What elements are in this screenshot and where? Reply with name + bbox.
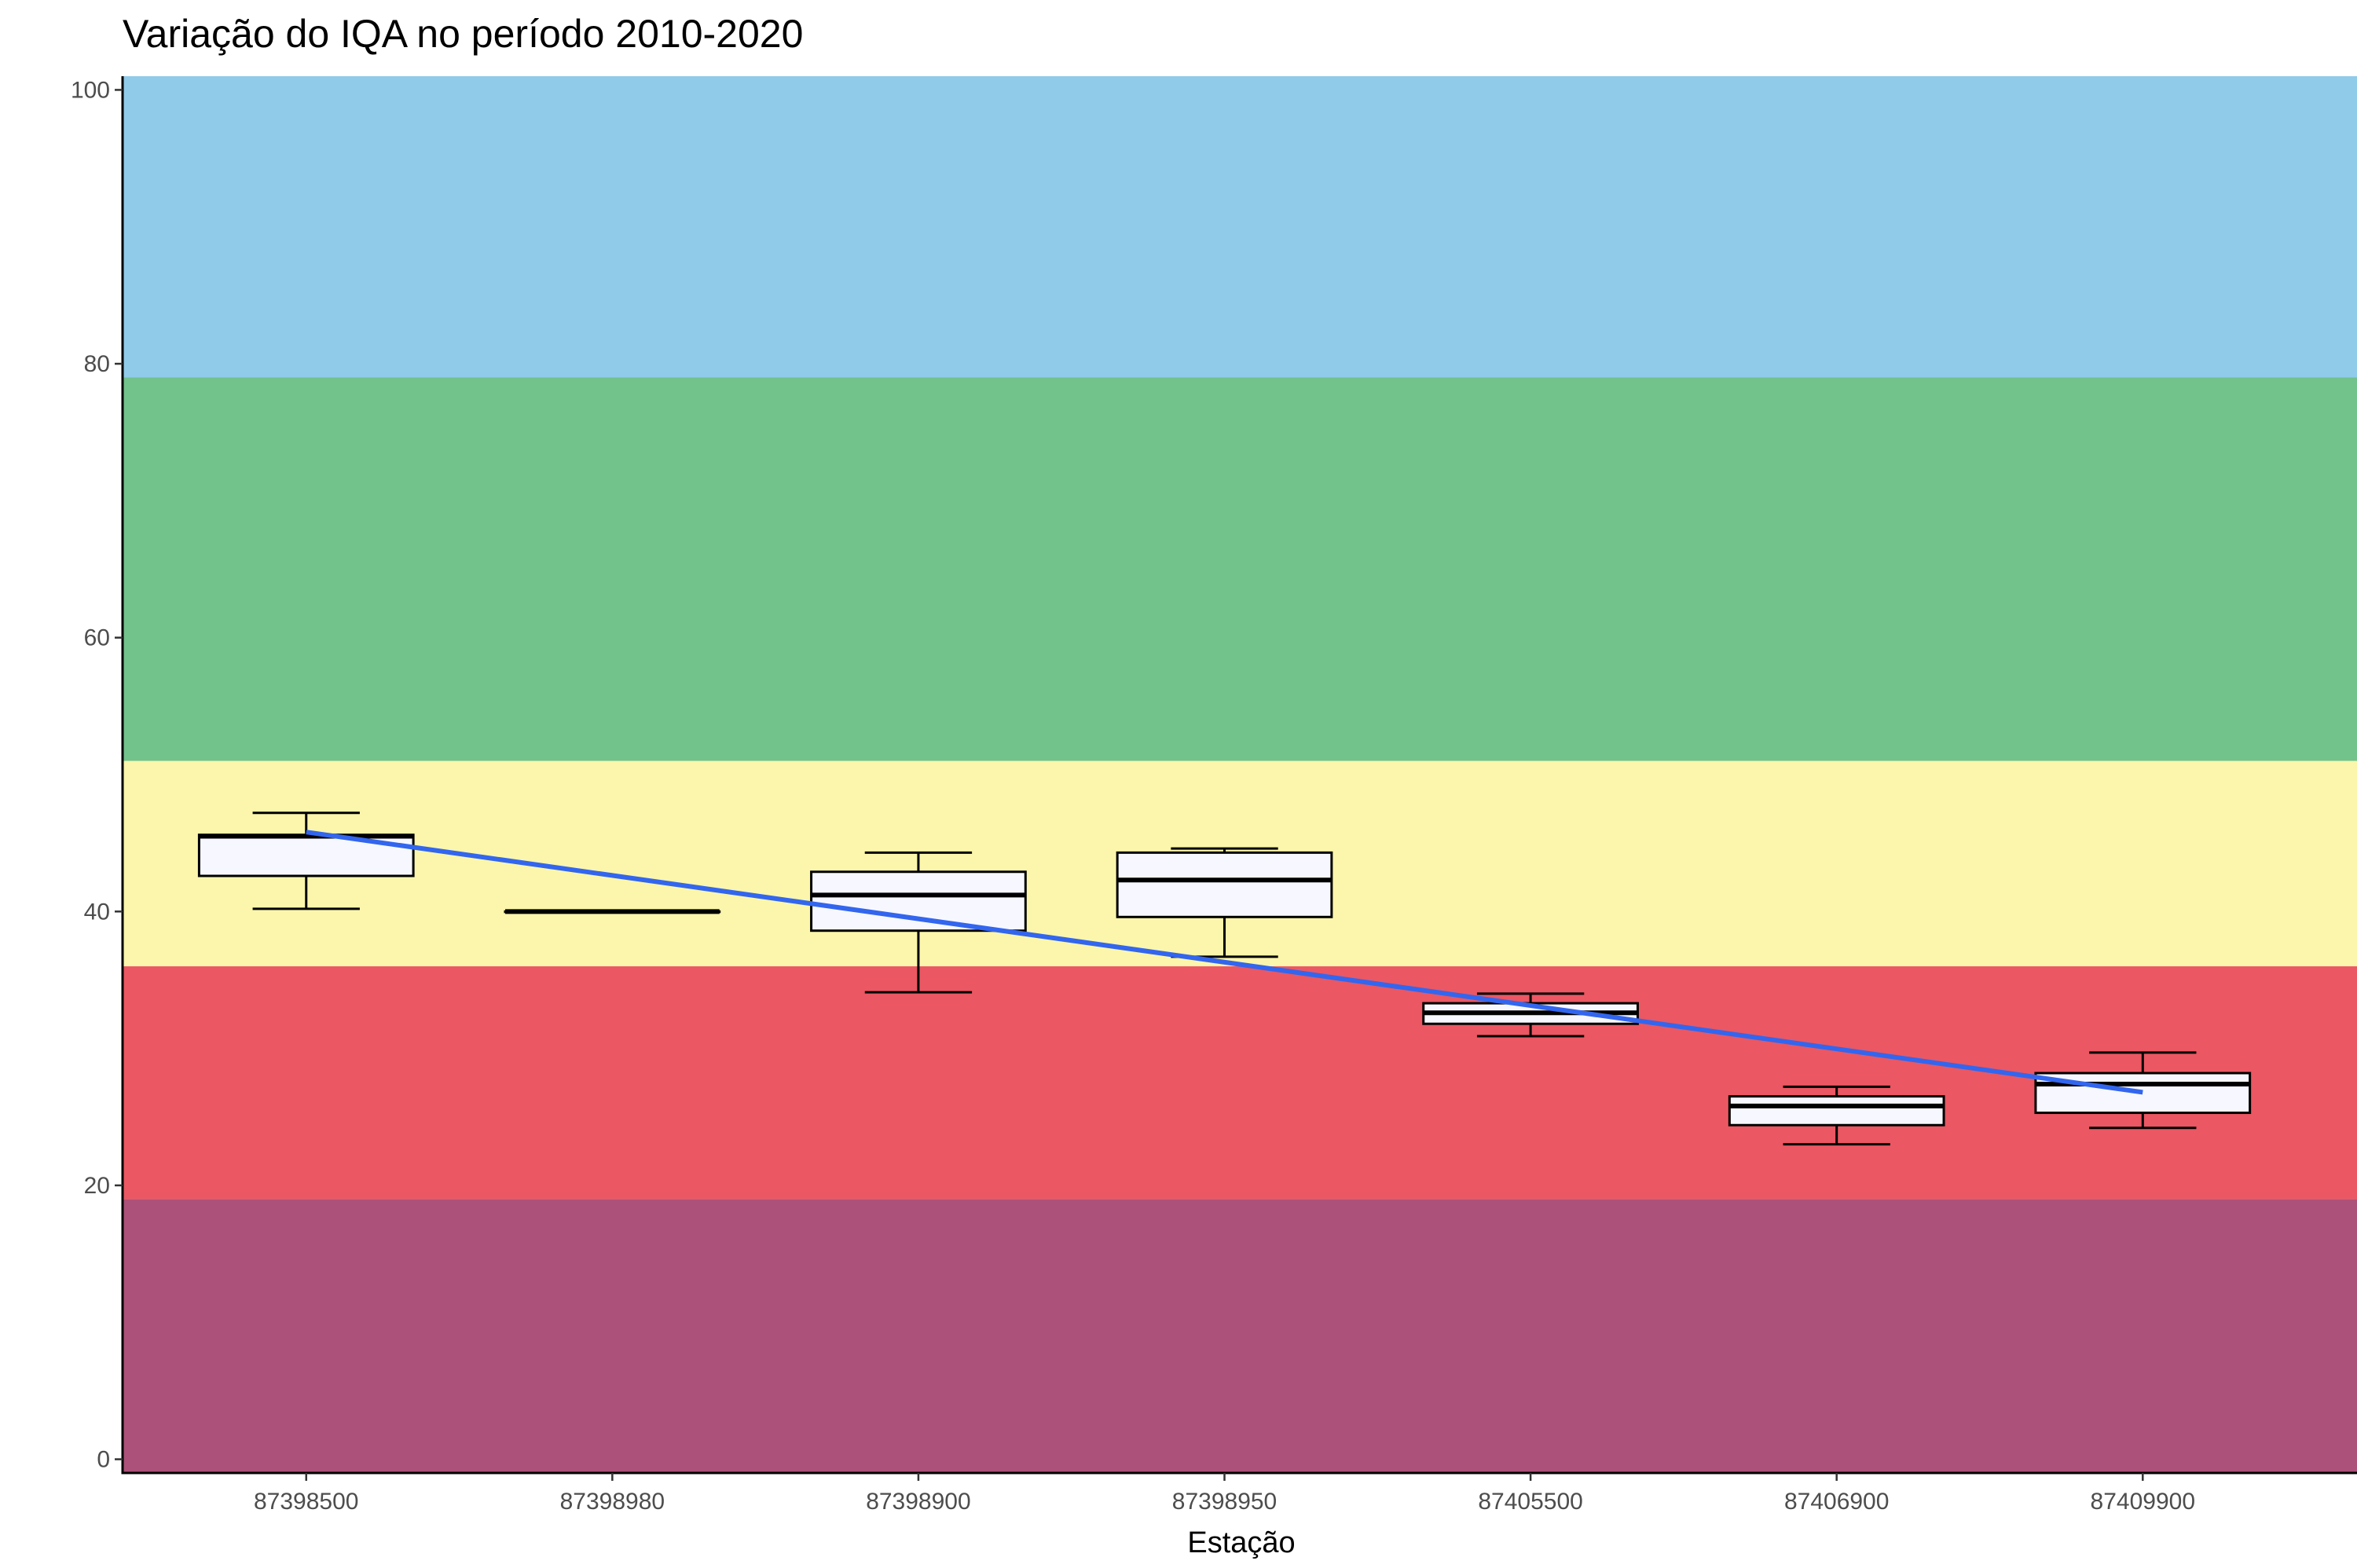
y-tick-label: 100 — [71, 77, 110, 103]
x-axis-ticks: 87398500 87398980 87398900 87398950 87405500… — [254, 1473, 2195, 1515]
chart-title: Variação do IQA no período 2010-2020 — [123, 12, 803, 56]
y-tick-label: 20 — [84, 1173, 110, 1199]
box — [1116, 851, 1333, 918]
boxplot-87398980 — [504, 909, 721, 914]
quality-band-1 — [123, 966, 2357, 1200]
x-tick-label: 87406900 — [1784, 1489, 1889, 1515]
quality-band-4 — [123, 76, 2357, 378]
box — [810, 870, 1027, 932]
boxplot-87406900 — [1728, 1085, 1945, 1146]
x-tick-label: 87398900 — [866, 1489, 970, 1515]
y-axis-ticks: 0 20 40 60 80 100 — [71, 77, 123, 1473]
x-tick-label: 87398980 — [560, 1489, 665, 1515]
x-tick-label: 87405500 — [1478, 1489, 1582, 1515]
quality-band-3 — [123, 377, 2357, 761]
axes — [121, 76, 2357, 1475]
boxplot-87398950 — [1116, 847, 1333, 958]
x-tick-label: 87398950 — [1172, 1489, 1277, 1515]
trend-line-layer — [306, 830, 2143, 1095]
box — [1728, 1095, 1945, 1127]
x-tick-label: 87398500 — [254, 1489, 358, 1515]
quality-band-0 — [123, 1199, 2357, 1473]
y-tick-label: 0 — [97, 1447, 110, 1473]
y-tick-label: 40 — [84, 899, 110, 925]
x-axis-title: Estação — [1187, 1526, 1295, 1559]
y-tick-label: 80 — [84, 351, 110, 377]
trend-line — [306, 830, 2143, 1095]
x-tick-label: 87409900 — [2091, 1489, 2195, 1515]
y-tick-label: 60 — [84, 625, 110, 651]
box — [2034, 1072, 2252, 1115]
quality-bands — [123, 76, 2357, 1473]
